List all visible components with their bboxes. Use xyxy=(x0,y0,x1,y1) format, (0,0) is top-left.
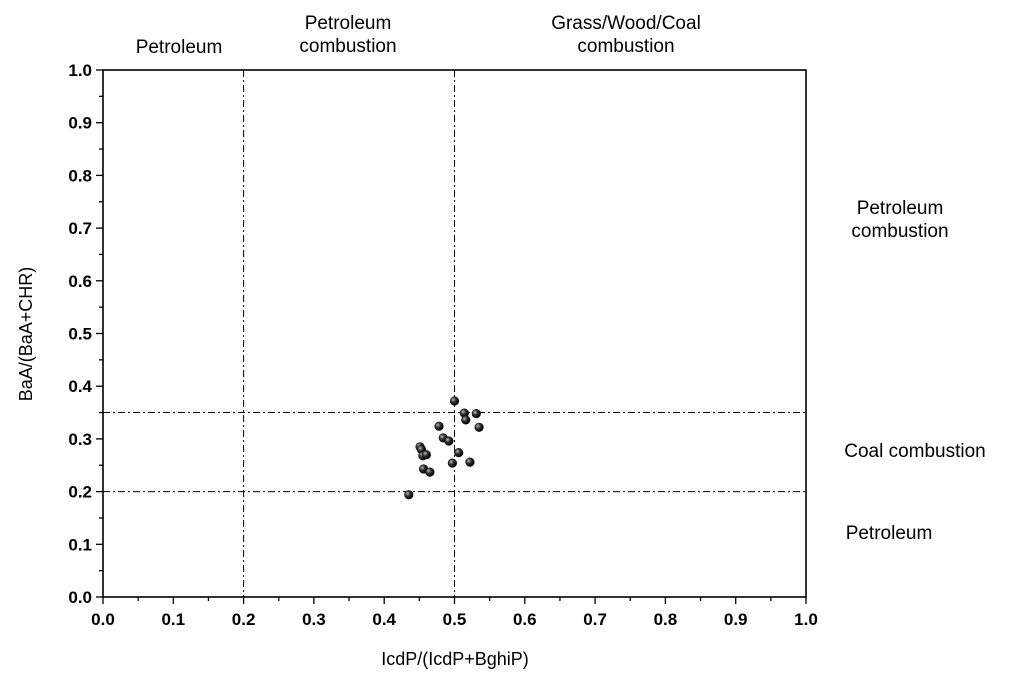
data-point xyxy=(447,458,457,468)
data-point xyxy=(404,490,414,500)
y-tick-label: 1.0 xyxy=(68,61,92,80)
y-tick-label: 0.1 xyxy=(68,535,92,554)
y-tick-label: 0.2 xyxy=(68,483,92,502)
top-region-label: Petroleum combustion xyxy=(299,13,396,57)
data-points xyxy=(404,396,484,500)
y-tick-labels: 0.0 0.1 0.2 0.3 0.4 0.5 0.6 0.7 0.8 0.9 1.0 xyxy=(68,61,92,607)
y-tick-label: 0.3 xyxy=(68,430,92,449)
top-region-labels: Petroleum Petroleum combustion Grass/Wood/C… xyxy=(136,13,701,58)
x-tick-label: 0.7 xyxy=(583,610,607,629)
y-tick-label: 0.7 xyxy=(68,219,92,238)
data-point xyxy=(454,448,464,458)
data-point xyxy=(471,409,481,419)
x-tick-label: 0.3 xyxy=(302,610,326,629)
y-tick-label: 0.6 xyxy=(68,272,92,291)
y-tick-label: 0.8 xyxy=(68,166,92,185)
axis-ticks xyxy=(96,69,807,604)
x-tick-labels: 0.0 0.1 0.2 0.3 0.4 0.5 0.6 0.7 0.8 0.9 1.0 xyxy=(91,610,818,629)
y-axis-title: BaA/(BaA+CHR) xyxy=(16,267,36,402)
x-axis-title: IcdP/(IcdP+BghiP) xyxy=(381,649,529,669)
x-tick-label: 0.9 xyxy=(724,610,748,629)
data-point xyxy=(465,457,475,467)
data-point xyxy=(434,421,444,431)
y-tick-label: 0.0 xyxy=(68,588,92,607)
y-tick-label: 0.9 xyxy=(68,114,92,133)
reference-lines xyxy=(103,70,806,597)
y-tick-label: 0.5 xyxy=(68,325,92,344)
data-point xyxy=(461,415,471,425)
data-point xyxy=(421,450,431,460)
right-region-label: Petroleum xyxy=(846,523,933,544)
right-region-label: Petroleum combustion xyxy=(851,198,948,242)
x-tick-label: 0.0 xyxy=(91,610,115,629)
right-region-label: Coal combustion xyxy=(844,441,986,462)
x-tick-label: 0.4 xyxy=(372,610,396,629)
data-point xyxy=(474,422,484,432)
x-tick-label: 0.1 xyxy=(161,610,185,629)
y-tick-label: 0.4 xyxy=(68,377,92,396)
data-point xyxy=(425,467,435,477)
right-region-labels: Petroleum combustion Coal combustion Petrol… xyxy=(844,198,986,544)
data-point xyxy=(444,436,454,446)
x-tick-label: 0.8 xyxy=(654,610,678,629)
top-region-label: Grass/Wood/Coal combustion xyxy=(551,13,701,57)
data-point xyxy=(449,396,460,406)
x-tick-label: 0.5 xyxy=(443,610,467,629)
x-tick-label: 0.6 xyxy=(513,610,537,629)
x-tick-label: 0.2 xyxy=(232,610,256,629)
top-region-label: Petroleum xyxy=(136,37,223,58)
x-tick-label: 1.0 xyxy=(794,610,818,629)
